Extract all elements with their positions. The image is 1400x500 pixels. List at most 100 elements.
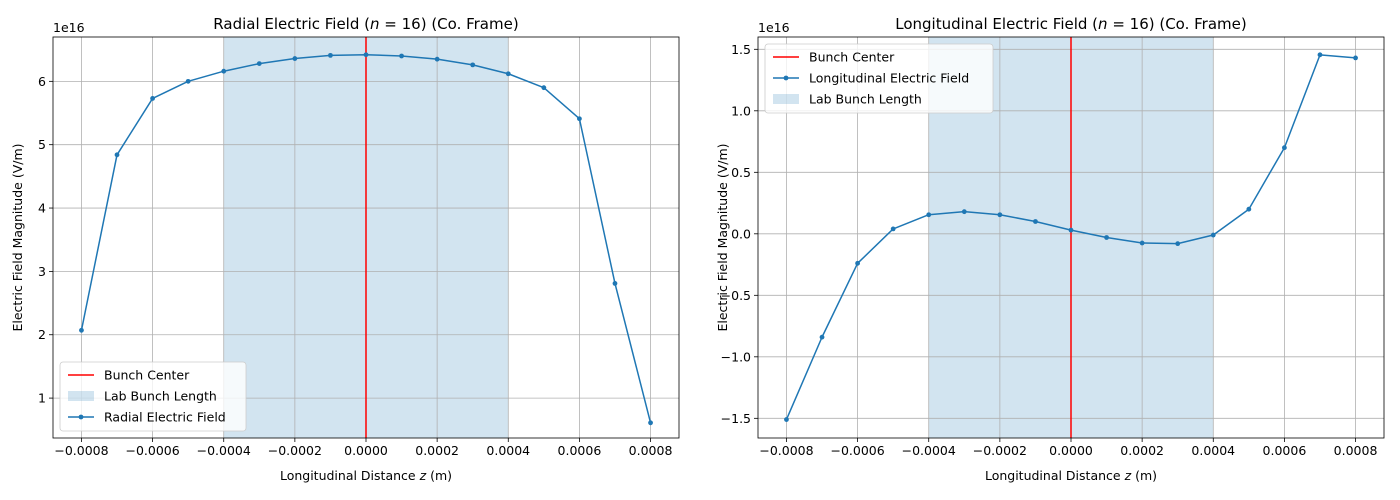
x-axis-label-part: (m) [426, 468, 452, 483]
chart-title: Longitudinal Electric Field (n = 16) (Co… [895, 15, 1246, 33]
data-point [926, 212, 932, 218]
data-point [1104, 235, 1109, 240]
data-point [114, 152, 120, 158]
chart-title-part: Longitudinal Electric Field ( [895, 15, 1098, 33]
chart-title-part: = 16) (Co. Frame) [1108, 15, 1247, 33]
data-point [855, 260, 860, 266]
x-tick-label: 0.0008 [629, 443, 673, 458]
y-offset-label: 1e16 [53, 20, 85, 35]
data-point [363, 52, 369, 58]
x-axis-label-part: Longitudinal Distance [985, 468, 1125, 483]
y-tick-label: 5 [38, 137, 46, 152]
y-offset-label: 1e16 [758, 20, 790, 35]
chart-left: −0.0008 −0.0006 −0.0004 −0.0002 0.0000 0.0002… [10, 15, 680, 483]
data-point [328, 52, 333, 58]
x-tick-label: 0.0000 [1049, 443, 1093, 458]
data-point [890, 226, 896, 232]
data-point [470, 62, 476, 68]
data-point [577, 116, 582, 122]
x-axis-label-part: z [419, 468, 427, 483]
data-point [1033, 219, 1038, 224]
y-axis-label: Electric Field Magnitude (V/m) [715, 143, 730, 331]
legend-label: Lab Bunch Length [809, 92, 922, 107]
x-axis-label: Longitudinal Distance z (m) [280, 468, 452, 483]
chart-title-part: n [370, 15, 380, 33]
data-point [961, 209, 967, 215]
data-point [819, 334, 825, 340]
legend-box [59, 361, 247, 432]
x-tick-label: 0.0000 [344, 443, 388, 458]
legend: Bunch Center Longitudinal Electric Field L… [764, 43, 994, 114]
data-point [505, 71, 511, 77]
y-tick-label: 1 [38, 391, 46, 406]
x-tick-label: 0.0008 [1334, 443, 1378, 458]
legend-box [764, 43, 994, 114]
x-axis-label: Longitudinal Distance z (m) [985, 468, 1157, 483]
data-point [399, 53, 404, 59]
y-tick-label: −1.0 [721, 349, 751, 364]
x-axis-label-part: Longitudinal Distance [280, 468, 420, 483]
y-tick-label: −0.5 [721, 288, 751, 303]
data-point [1282, 145, 1287, 151]
x-tick-label: 0.0006 [1263, 443, 1307, 458]
legend-label: Radial Electric Field [104, 410, 226, 425]
legend-label: Longitudinal Electric Field [809, 71, 969, 86]
data-point [1210, 232, 1216, 238]
legend-marker [783, 75, 789, 81]
x-tick-label: 0.0006 [558, 443, 602, 458]
x-tick-label: 0.0004 [486, 443, 530, 458]
x-tick-label: −0.0002 [268, 443, 322, 458]
legend-label: Bunch Center [809, 50, 895, 65]
data-point [256, 61, 262, 67]
x-tick-label: 0.0004 [1191, 443, 1235, 458]
legend-swatch [68, 391, 94, 401]
data-point [221, 68, 227, 74]
y-tick-label: 3 [38, 264, 46, 279]
y-tick-label: 4 [38, 201, 46, 216]
data-point [185, 78, 191, 84]
data-point [150, 96, 155, 101]
y-tick-label: 2 [38, 327, 46, 342]
y-tick-label: 1.5 [731, 42, 751, 57]
x-tick-label: −0.0004 [197, 443, 251, 458]
x-tick-label: 0.0002 [415, 443, 459, 458]
chart-title-part: n [1098, 15, 1108, 33]
data-point [784, 417, 789, 422]
legend-marker [78, 414, 84, 420]
data-point [1353, 55, 1358, 61]
legend: Bunch Center Lab Bunch Length Radial Elect… [59, 361, 247, 432]
legend-label: Lab Bunch Length [104, 389, 217, 404]
data-point [1317, 52, 1323, 58]
data-point [79, 327, 84, 333]
chart-title: Radial Electric Field (n = 16) (Co. Fram… [213, 15, 518, 33]
data-point [1175, 241, 1181, 247]
y-axis-label: Electric Field Magnitude (V/m) [10, 143, 25, 331]
y-tick-label: 0.5 [731, 165, 751, 180]
data-point [997, 212, 1003, 218]
data-point [1246, 206, 1252, 212]
data-point [612, 281, 618, 286]
x-tick-label: −0.0008 [54, 443, 108, 458]
x-tick-label: −0.0008 [759, 443, 813, 458]
y-tick-label: 0.0 [731, 226, 751, 241]
chart-title-part: = 16) (Co. Frame) [380, 15, 519, 33]
x-axis-label-part: z [1124, 468, 1132, 483]
y-tick-label: −1.5 [721, 411, 751, 426]
chart-title-part: Radial Electric Field ( [213, 15, 370, 33]
x-tick-label: −0.0002 [973, 443, 1027, 458]
y-tick-label: 6 [38, 74, 46, 89]
data-point [434, 56, 440, 62]
data-point [292, 56, 298, 61]
data-point [648, 420, 653, 426]
chart-right: −0.0008 −0.0006 −0.0004 −0.0002 0.0000 0.0002… [715, 15, 1385, 483]
x-tick-label: 0.0002 [1120, 443, 1164, 458]
data-point [541, 85, 547, 91]
y-tick-label: 1.0 [731, 103, 751, 118]
legend-swatch [773, 94, 799, 104]
x-axis-label-part: (m) [1131, 468, 1157, 483]
data-point [1068, 227, 1074, 233]
x-tick-label: −0.0006 [830, 443, 884, 458]
data-point [1139, 240, 1145, 246]
